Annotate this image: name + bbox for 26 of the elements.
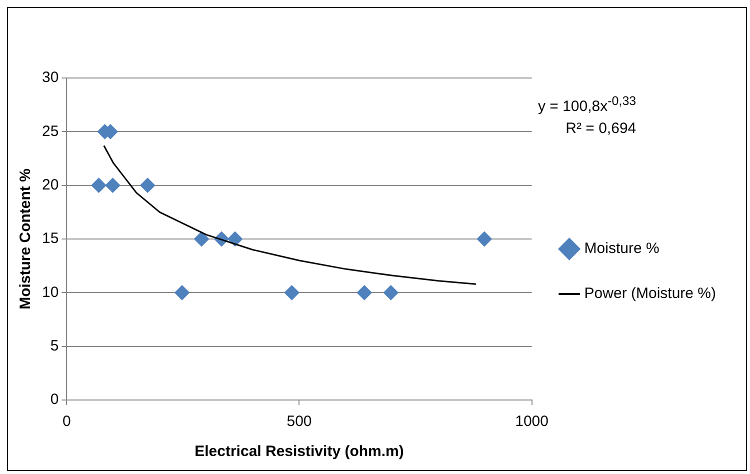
- point: [356, 285, 372, 300]
- legend-label: Moisture %: [584, 240, 660, 258]
- y-tick-label: 20: [42, 176, 59, 194]
- x-axis-title: Electrical Resistivity (ohm.m): [194, 443, 404, 460]
- text: y = 100,8x$^{-0,33}$: [538, 93, 636, 117]
- point: [228, 232, 243, 246]
- y-tick-label: 10: [42, 284, 59, 301]
- x-tick-label: 1000: [515, 413, 548, 430]
- point: [140, 178, 156, 193]
- point: [194, 232, 210, 246]
- point: [284, 285, 300, 300]
- x-tick-label: 500: [286, 413, 312, 430]
- y-axis-title: Moisture Content %: [17, 168, 34, 310]
- y-tick-label: 0: [50, 391, 59, 408]
- legend-label: Power (Moisture %): [584, 285, 716, 302]
- point: [174, 285, 190, 300]
- y-tick-label: 15: [42, 230, 59, 248]
- y-tick-label: 30: [42, 69, 59, 86]
- y-tick-label: 5: [50, 337, 59, 354]
- point: [105, 178, 120, 193]
- x-tick-label: 0: [62, 413, 71, 430]
- point: [383, 285, 398, 300]
- y-tick-label: 25: [42, 122, 59, 140]
- text: R² = 0,694: [564, 119, 636, 139]
- point: [91, 178, 106, 193]
- point: [476, 232, 492, 246]
